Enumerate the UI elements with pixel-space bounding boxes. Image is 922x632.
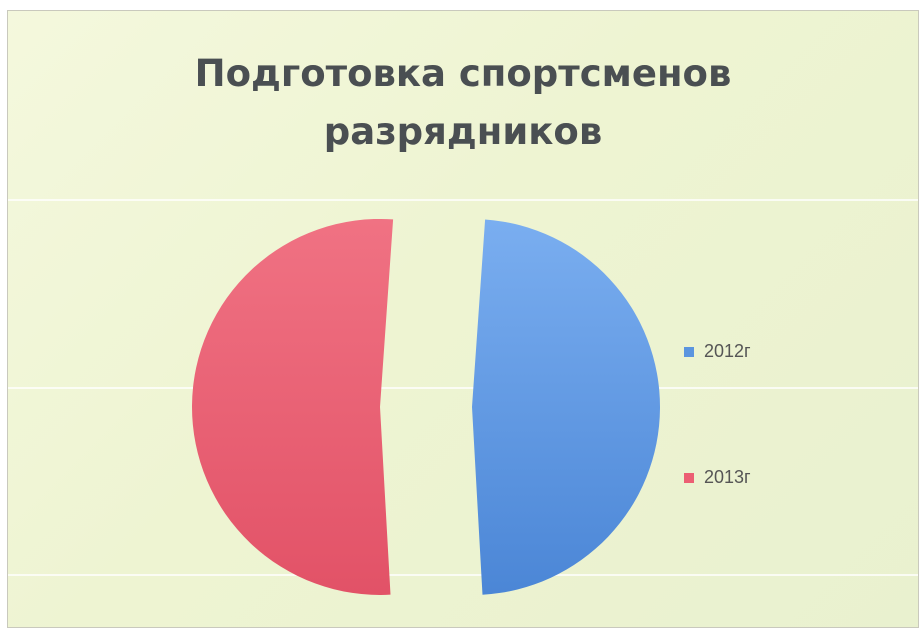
- gridline: [8, 574, 918, 576]
- legend-item-2012: 2012г: [684, 341, 751, 362]
- legend-label-2012: 2012г: [704, 341, 751, 361]
- legend-label-2013: 2013г: [704, 467, 751, 487]
- gridline: [8, 199, 918, 201]
- legend-swatch-2012: [684, 346, 694, 357]
- pie-slice-2013: [192, 218, 394, 595]
- legend-item-2013: 2013г: [684, 467, 751, 488]
- gridline: [8, 387, 918, 389]
- pie-slice-2012: [471, 219, 660, 595]
- pie-plot: [192, 218, 660, 595]
- legend: 2012г 2013г: [684, 331, 844, 491]
- chart-title-line-2: разрядников: [323, 110, 603, 153]
- chart-title-line-1: Подготовка спортсменов: [194, 52, 732, 95]
- legend-swatch-2013: [684, 472, 694, 483]
- chart-area: Подготовка спортсменов разрядников 2012г…: [7, 10, 919, 628]
- chart-title: Подготовка спортсменов разрядников: [8, 45, 918, 161]
